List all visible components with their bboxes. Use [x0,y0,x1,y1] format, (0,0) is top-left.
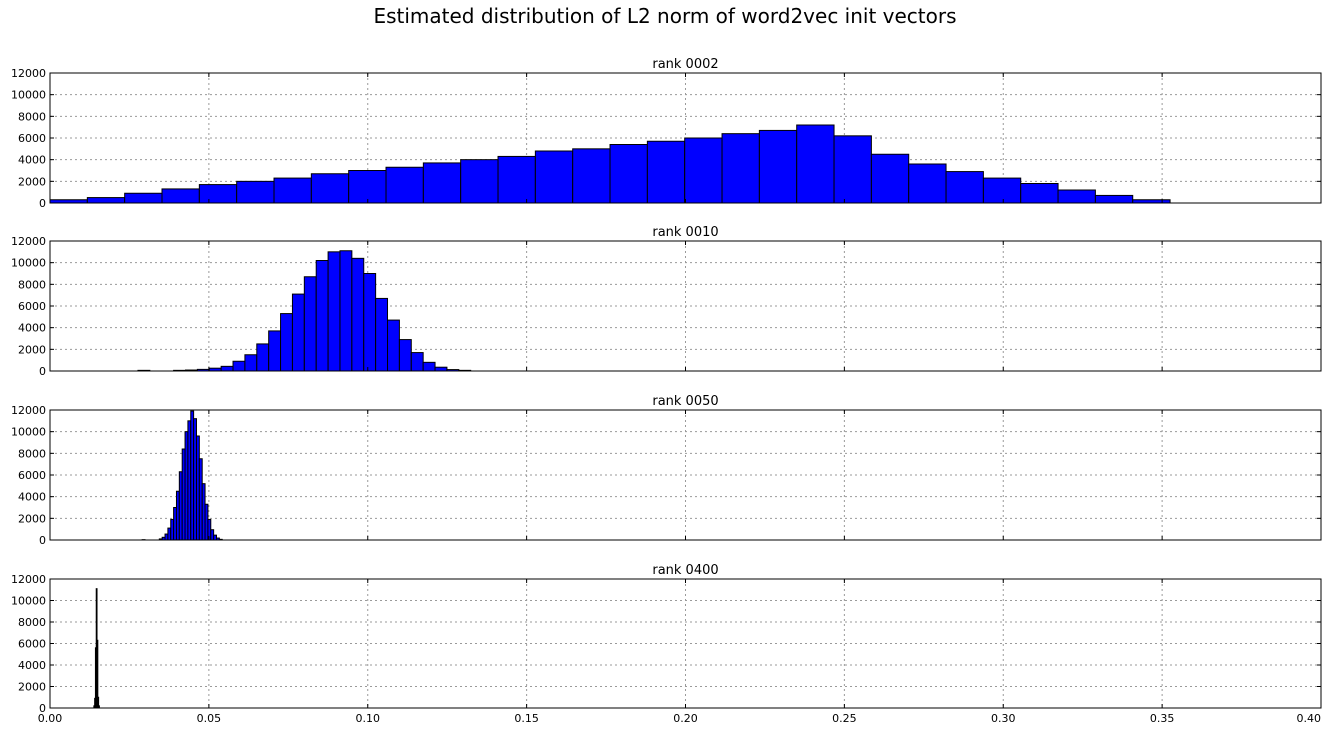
panel-1-ytick-label-5: 10000 [11,89,46,102]
panel-2-bar-14 [303,276,317,372]
panel-4-xtick-label-8: 0.40 [1297,712,1322,725]
panel-1-ytick-label-6: 12000 [11,67,46,80]
panel-2-ytick-label-0: 0 [39,365,46,378]
panel-4-title: rank 0400 [652,563,718,578]
panel-2-bar-11 [268,330,282,372]
panel-3-ytick-label-4: 8000 [18,447,46,460]
panel-3-ytick-label-5: 10000 [11,426,46,439]
panel-1-bar-11 [460,159,499,204]
panel-2-ytick-label-4: 8000 [18,278,46,291]
panel-4-ytick-label-6: 12000 [11,573,46,586]
panel-2-bar-13 [291,293,305,372]
panel-1-bar-26 [1020,183,1059,204]
panel-4-ytick-label-3: 6000 [18,638,46,651]
panel-4-ytick-label-4: 8000 [18,616,46,629]
panel-1-bar-9 [385,166,424,204]
panel-2-ytick-label-5: 10000 [11,257,46,270]
panel-2-bar-9 [244,354,258,372]
panel-1-bar-1 [86,197,126,204]
panel-3-ytick-label-3: 6000 [18,469,46,482]
panel-3-ytick-label-0: 0 [39,534,46,547]
panel-2-bar-19 [363,273,377,372]
panel-2-title: rank 0010 [652,225,718,240]
panel-4-ytick-label-1: 2000 [18,681,46,694]
figure-title: Estimated distribution of L2 norm of wor… [373,4,957,28]
panel-2-bar-7 [220,365,234,372]
panel-4-xtick-label-0: 0.00 [38,712,63,725]
panel-1-title: rank 0002 [652,57,718,72]
panel-1-ytick-label-1: 2000 [18,175,46,188]
panel-1-bar-16 [646,140,686,204]
panel-2-bar-23 [410,352,424,372]
panel-1-bar-5 [236,180,275,204]
panel-2-bar-22 [398,339,412,372]
panel-1-bar-10 [422,162,462,204]
panel-2-ytick-label-1: 2000 [18,343,46,356]
panel-1-bar-28 [1094,194,1134,204]
panel-4-ytick-label-0: 0 [39,702,46,715]
panel-4-xtick-label-7: 0.35 [1150,712,1175,725]
panel-2-bar-10 [256,343,270,372]
panel-4-xtick-label-5: 0.25 [832,712,857,725]
panel-3-ytick-label-2: 4000 [18,491,46,504]
panel-1-ytick-label-0: 0 [39,197,46,210]
panel-3-title: rank 0050 [652,394,718,409]
panel-1-bar-17 [684,137,723,204]
panel-1-bar-18 [721,133,760,204]
panel-4-ytick-label-5: 10000 [11,595,46,608]
panel-1-bar-6 [273,177,312,204]
panel-1-bar-21 [833,135,872,204]
panel-2-bar-25 [434,366,448,372]
panel-4-xtick-label-6: 0.30 [991,712,1016,725]
panel-2-ytick-label-6: 12000 [11,235,46,248]
panel-1-bar-19 [758,129,798,204]
panel-1-bar-24 [945,171,984,204]
panel-1-bar-25 [982,177,1022,204]
panel-1-bar-7 [310,173,350,204]
panel-1-bar-20 [796,124,835,204]
panel-2-ytick-label-3: 6000 [18,300,46,313]
panel-2-bar-15 [315,260,329,372]
panel-1-bar-27 [1057,189,1096,204]
panel-1-ytick-label-3: 6000 [18,132,46,145]
panel-4-xtick-label-4: 0.20 [673,712,698,725]
panel-1-ytick-label-2: 4000 [18,154,46,167]
panel-2-bar-17 [339,250,353,372]
panel-1-bar-22 [870,153,910,204]
panel-3-ytick-label-6: 12000 [11,404,46,417]
panel-3-ytick-label-1: 2000 [18,512,46,525]
panel-2-bar-8 [232,360,246,372]
panel-2-ytick-label-2: 4000 [18,322,46,335]
panel-1-bar-12 [497,155,536,204]
panel-2-bar-18 [351,257,365,372]
panel-2-bar-12 [280,313,293,372]
panel-1-bar-4 [198,184,238,204]
panel-2-bar-16 [327,251,341,372]
panel-4-ytick-label-2: 4000 [18,659,46,672]
panel-1-bar-3 [161,188,200,204]
panel-4-xtick-label-1: 0.05 [197,712,222,725]
panel-1-bar-8 [348,170,387,204]
panel-1-bar-2 [124,192,163,204]
panel-4-xtick-label-2: 0.10 [356,712,381,725]
panel-2-bar-24 [422,361,436,372]
panel-2-bar-20 [375,297,389,372]
panel-1-bar-13 [534,150,574,204]
panel-1-ytick-label-4: 8000 [18,110,46,123]
panel-1-bar-14 [572,148,611,204]
panel-4-xtick-label-3: 0.15 [514,712,539,725]
panel-1-bar-15 [609,144,648,204]
panel-1-bar-23 [908,163,947,204]
panel-2-bar-21 [387,319,400,372]
